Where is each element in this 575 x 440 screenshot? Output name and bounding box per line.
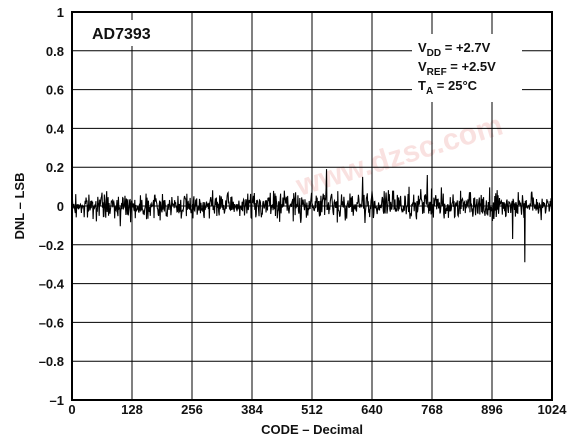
x-tick-label: 768 (421, 402, 443, 417)
x-tick-label: 256 (181, 402, 203, 417)
dnl-trace (71, 169, 553, 263)
x-tick-label: 384 (241, 402, 263, 417)
y-axis-label: DNL – LSB (12, 173, 27, 240)
conditions-background (412, 34, 522, 102)
condition-line: VREF = +2.5V (418, 59, 496, 78)
chart-title-box: AD7393 (84, 20, 168, 46)
y-tick-label: –0.4 (39, 277, 65, 292)
plot-frame (71, 11, 553, 401)
watermark-text: www.dzsc.com (291, 109, 506, 203)
x-axis-label: CODE – Decimal (261, 422, 363, 437)
watermark: www.dzsc.com (291, 109, 506, 203)
y-tick-label: 0.4 (46, 121, 65, 136)
dnl-series (71, 169, 553, 263)
x-tick-label: 512 (301, 402, 323, 417)
condition-line: TA = 25°C (418, 78, 478, 97)
y-tick-label: 0 (57, 199, 64, 214)
chart-title: AD7393 (92, 26, 151, 43)
y-tick-label: 0.2 (46, 160, 64, 175)
y-tick-labels: 1 0.8 0.6 0.4 0.2 0 –0.2 –0.4 –0.6 –0.8 –1 (39, 5, 65, 408)
x-tick-label: 0 (68, 402, 75, 417)
x-tick-label: 896 (481, 402, 503, 417)
y-tick-label: –0.2 (39, 238, 64, 253)
y-tick-label: 0.6 (46, 83, 64, 98)
y-tick-label: –0.8 (39, 354, 64, 369)
title-background (84, 20, 168, 46)
x-tick-label: 640 (361, 402, 383, 417)
y-tick-label: –0.6 (39, 315, 64, 330)
x-tick-labels: 0 128 256 384 512 640 768 896 1024 (68, 402, 567, 417)
y-tick-label: 0.8 (46, 44, 64, 59)
x-tick-label: 128 (121, 402, 143, 417)
y-tick-label: 1 (57, 5, 64, 20)
condition-line: VDD = +2.7V (418, 40, 491, 59)
y-tick-label: –1 (50, 393, 64, 408)
x-tick-label: 1024 (538, 402, 568, 417)
